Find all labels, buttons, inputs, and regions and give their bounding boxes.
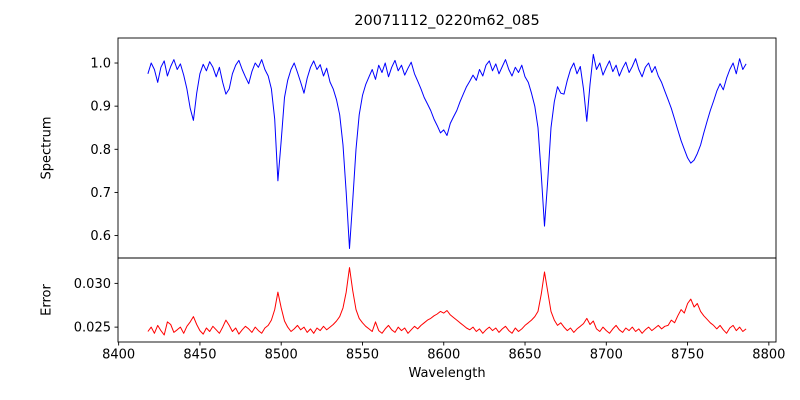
x-tick-label: 8650 <box>508 348 541 363</box>
x-tick-label: 8600 <box>427 348 460 363</box>
y-tick-label: 1.0 <box>90 57 111 72</box>
x-tick-label: 8400 <box>102 348 135 363</box>
error-line <box>147 267 747 336</box>
x-tick-label: 8550 <box>346 348 379 363</box>
x-tick-label: 8800 <box>752 348 785 363</box>
x-tick-label: 8750 <box>671 348 704 363</box>
x-tick-label: 8700 <box>590 348 623 363</box>
axes-border <box>117 257 777 343</box>
y-tick-label: 0.7 <box>90 186 111 201</box>
x-axis-label: Wavelength <box>408 366 486 381</box>
y-axis-label-spectrum: Spectrum <box>39 116 55 180</box>
x-tick-label: 8450 <box>183 348 216 363</box>
spectrum-line <box>147 53 747 249</box>
y-tick-label: 0.8 <box>90 143 111 158</box>
x-tick-label: 8500 <box>265 348 298 363</box>
axes-border <box>117 37 777 259</box>
y-tick-label: 0.030 <box>74 277 111 292</box>
y-tick-label: 0.9 <box>90 100 111 115</box>
y-tick-label: 0.025 <box>74 321 111 336</box>
y-axis-label-error: Error <box>39 284 55 316</box>
chart-title: 20071112_0220m62_085 <box>354 13 540 29</box>
y-tick-label: 0.6 <box>90 229 111 244</box>
